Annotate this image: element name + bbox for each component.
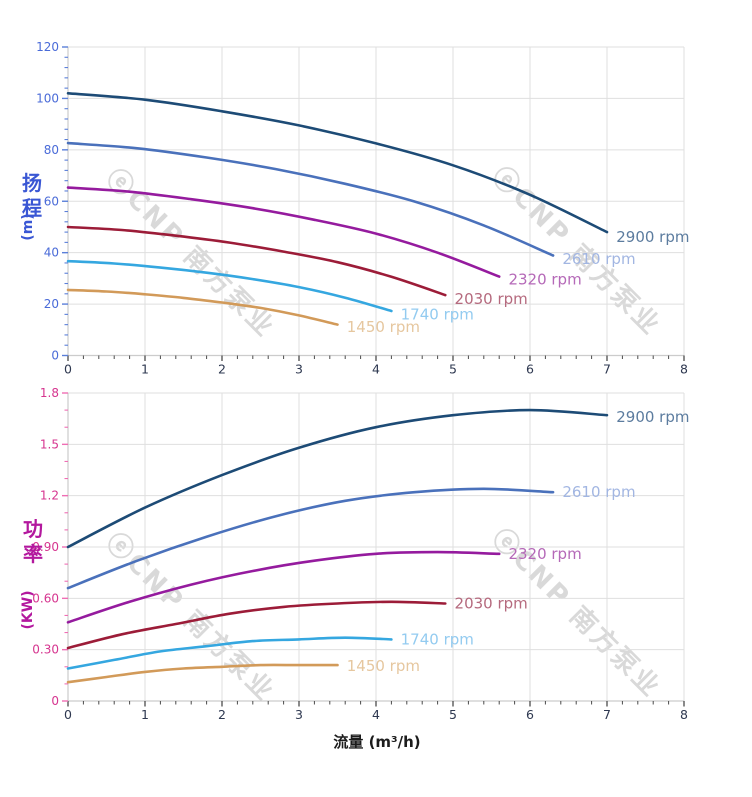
y-tick-label: 1.2: [40, 489, 59, 503]
power-chart: 0 1 2 3 4 5 6 7 8 0 0.30 0.60 0.90 1.2 1.5 1.8 2900 rpm 2…: [32, 386, 689, 722]
y-tick-label: 40: [44, 246, 59, 260]
x-tick-label: 5: [449, 362, 457, 377]
x-tick-label: 3: [295, 707, 303, 722]
curve-label-2320rpm: 2320 rpm: [508, 545, 581, 563]
curve-2320rpm: [66, 550, 501, 624]
curve-label-1450rpm: 1450 rpm: [347, 657, 420, 675]
x-tick-label: 4: [372, 707, 380, 722]
curve-2610rpm: [66, 141, 555, 257]
x-tick-label: 1: [141, 707, 149, 722]
power-axis-title: 功率: [23, 517, 43, 566]
y-tick-label: 0.30: [32, 643, 59, 657]
curve-label-2320rpm: 2320 rpm: [508, 271, 581, 289]
curve-label-2610rpm: 2610 rpm: [562, 483, 635, 501]
curve-2900rpm: [66, 408, 609, 549]
x-tick-label: 8: [680, 362, 688, 377]
x-tick-label: 6: [526, 362, 534, 377]
x-tick-label: 2: [218, 707, 226, 722]
x-tick-label: 0: [64, 362, 72, 377]
curve-2900rpm: [66, 92, 609, 234]
curve-1740rpm: [66, 259, 393, 313]
curve-2610rpm: [66, 487, 555, 590]
x-tick-label: 4: [372, 362, 380, 377]
y-tick-label: 60: [44, 194, 59, 208]
y-tick-label: 1.5: [40, 437, 59, 451]
curve-label-2030rpm: 2030 rpm: [455, 594, 528, 612]
curve-2030rpm: [66, 225, 447, 297]
curve-label-1740rpm: 1740 rpm: [401, 305, 474, 323]
y-tick-label: 1.8: [40, 386, 59, 400]
curve-label-1450rpm: 1450 rpm: [347, 318, 420, 336]
y-tick-label: 0: [51, 694, 59, 708]
y-tick-label: 80: [44, 143, 59, 157]
curve-1740rpm: [66, 636, 393, 670]
curve-label-2900rpm: 2900 rpm: [616, 228, 689, 246]
curve-1450rpm: [66, 288, 339, 326]
flow-axis-title: 流量 (m³/h): [333, 733, 421, 751]
x-tick-label: 7: [603, 707, 611, 722]
x-tick-label: 3: [295, 362, 303, 377]
y-tick-label: 0.60: [32, 591, 59, 605]
curve-label-2900rpm: 2900 rpm: [616, 408, 689, 426]
x-tick-label: 5: [449, 707, 457, 722]
x-tick-label: 8: [680, 707, 688, 722]
y-tick-label: 120: [36, 40, 59, 54]
head-axis-unit: (m): [20, 213, 36, 241]
y-tick-label: 0.90: [32, 540, 59, 554]
power-axis-unit: (KW): [20, 590, 36, 630]
curve-2030rpm: [66, 600, 447, 650]
curve-label-1740rpm: 1740 rpm: [401, 630, 474, 648]
y-tick-label: 20: [44, 297, 59, 311]
curve-1450rpm: [66, 663, 339, 684]
curve-2320rpm: [66, 186, 501, 278]
x-tick-label: 2: [218, 362, 226, 377]
curve-label-2030rpm: 2030 rpm: [455, 290, 528, 308]
y-tick-label: 100: [36, 91, 59, 105]
head-axis-title: 扬程: [22, 171, 42, 220]
y-tick-label: 0: [51, 349, 59, 363]
x-tick-label: 6: [526, 707, 534, 722]
x-tick-label: 1: [141, 362, 149, 377]
x-tick-label: 7: [603, 362, 611, 377]
curve-label-2610rpm: 2610 rpm: [562, 250, 635, 268]
x-tick-label: 0: [64, 707, 72, 722]
